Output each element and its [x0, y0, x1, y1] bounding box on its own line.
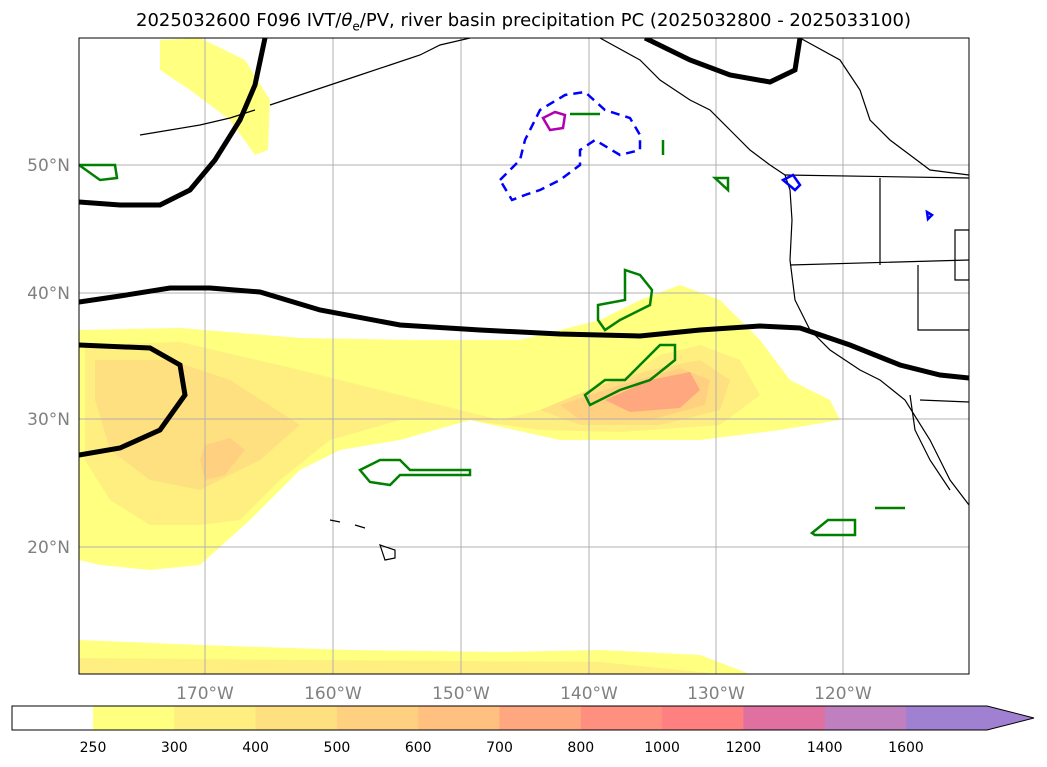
- colorbar: 250 300 400 500 600 700 800 1000 1200 1400 1600: [11, 705, 1035, 756]
- lon-label-160w: 160°W: [304, 684, 362, 704]
- map-area: [79, 38, 969, 674]
- precip-contours: [79, 112, 905, 537]
- colorbar-outline: [11, 705, 1035, 731]
- colorbar-tick-label: 1400: [807, 740, 843, 756]
- map-frame: [78, 37, 970, 675]
- colorbar-swatch: [418, 706, 500, 730]
- lat-labels: 50°N 40°N 30°N 20°N: [27, 156, 70, 558]
- lon-labels: 170°W 160°W 150°W 140°W 130°W 120°W: [176, 684, 872, 704]
- colorbar-tick-label: 700: [486, 740, 513, 756]
- colorbar-swatch: [93, 706, 175, 730]
- lat-label-20n: 20°N: [27, 538, 70, 558]
- lat-label-40n: 40°N: [27, 284, 70, 304]
- lon-label-120w: 120°W: [814, 684, 872, 704]
- map-title: 2025032600 F096 IVT/θe/PV, river basin p…: [136, 10, 911, 34]
- colorbar-swatch: [255, 706, 338, 730]
- lon-label-150w: 150°W: [432, 684, 490, 704]
- colorbar-tick-label: 800: [567, 740, 594, 756]
- colorbar-swatch: [174, 706, 257, 730]
- colorbar-ticks: 250 300 400 500 600 700 800 1000 1200 1400 1600: [80, 740, 924, 756]
- colorbar-below-swatch: [12, 706, 93, 730]
- colorbar-swatch: [580, 706, 663, 730]
- lon-label-170w: 170°W: [176, 684, 234, 704]
- colorbar-tick-label: 1200: [726, 740, 762, 756]
- colorbar-tick-label: 400: [242, 740, 269, 756]
- colorbar-tick-label: 500: [324, 740, 351, 756]
- colorbar-tick-label: 1000: [644, 740, 680, 756]
- colorbar-swatch: [906, 706, 988, 730]
- colorbar-swatch: [662, 706, 744, 730]
- coastlines: [139, 38, 969, 561]
- magenta-contour: [541, 110, 567, 132]
- colorbar-tick-label: 600: [405, 740, 432, 756]
- lon-label-140w: 140°W: [560, 684, 618, 704]
- lat-label-50n: 50°N: [27, 156, 70, 176]
- colorbar-extend-arrow: [987, 706, 1034, 730]
- colorbar-swatch: [743, 706, 826, 730]
- lon-label-130w: 130°W: [687, 684, 745, 704]
- lat-label-30n: 30°N: [27, 410, 70, 430]
- colorbar-tick-label: 250: [80, 740, 107, 756]
- colorbar-tick-label: 300: [161, 740, 188, 756]
- colorbar-swatch: [824, 706, 907, 730]
- theta-e-contours: [498, 90, 935, 222]
- colorbar-swatch: [336, 706, 419, 730]
- colorbar-swatches: [93, 706, 988, 730]
- ivt-shading: [79, 38, 840, 674]
- colorbar-tick-label: 1600: [888, 740, 924, 756]
- pv-contours: [79, 38, 969, 458]
- colorbar-swatch: [499, 706, 582, 730]
